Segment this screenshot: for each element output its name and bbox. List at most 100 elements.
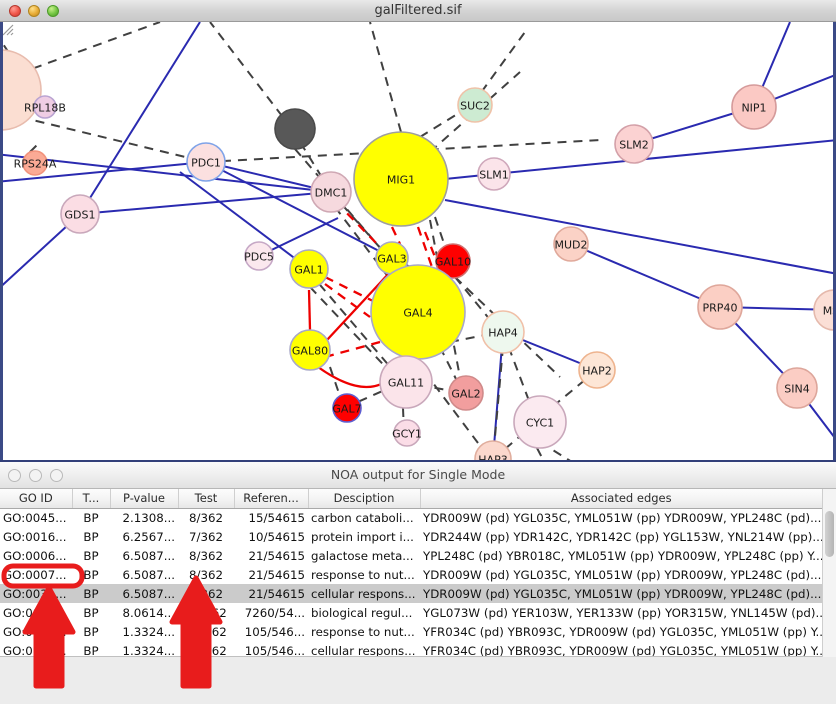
cell-description[interactable]: cellular respons... bbox=[308, 584, 420, 603]
table-row[interactable]: GO:0007... BP 6.5087... 8/362 21/54615 respon… bbox=[0, 565, 822, 584]
cell-reference[interactable]: 21/54615 bbox=[248, 548, 305, 563]
node-circle[interactable] bbox=[370, 264, 466, 360]
cell-go_id[interactable]: GO:0007... bbox=[3, 567, 67, 582]
network-graph[interactable]: RPL18BRPS24AGDS1PDC1PDC5DMC1MIG1SUC2SLM1… bbox=[0, 22, 836, 460]
cell-associated_edges[interactable]: YPL248C (pd) YBR018C, YML051W (pp) YDR00… bbox=[423, 548, 822, 563]
table-row[interactable]: GO:0016... BP 6.2567... 7/362 10/54615 protei… bbox=[0, 527, 822, 546]
cell-go_id[interactable]: GO:0031... bbox=[3, 643, 67, 657]
cell-associated_edges[interactable]: YDR009W (pd) YGL035C, YML051W (pp) YDR00… bbox=[423, 567, 822, 582]
cell-go_id[interactable]: GO:0006... bbox=[3, 548, 67, 563]
node-circle[interactable] bbox=[353, 131, 449, 227]
column-header-associated-edges[interactable]: Associated edges bbox=[420, 489, 822, 509]
close-icon[interactable] bbox=[9, 5, 21, 17]
node-circle[interactable] bbox=[289, 329, 331, 371]
graph-node-mig1[interactable]: MIG1 bbox=[353, 131, 449, 227]
graph-node-slm2[interactable]: SLM2 bbox=[614, 124, 654, 164]
cell-type[interactable]: BP bbox=[83, 548, 99, 563]
cell-description[interactable]: response to nut... bbox=[311, 567, 415, 582]
cell-p_value[interactable]: 6.5087... bbox=[110, 584, 178, 603]
cell-associated_edges[interactable]: YFR034C (pd) YBR093C, YDR009W (pd) YGL03… bbox=[423, 643, 822, 657]
cell-reference[interactable]: 7260/54... bbox=[244, 605, 305, 620]
cell-go_id[interactable]: GO:0045... bbox=[3, 510, 67, 525]
node-circle[interactable] bbox=[513, 395, 567, 449]
cell-test[interactable]: 8/362 bbox=[189, 567, 223, 582]
cell-reference[interactable]: 21/54615 bbox=[248, 567, 305, 582]
cell-associated_edges[interactable]: YDR244W (pp) YDR142C, YDR142C (pp) YGL15… bbox=[423, 529, 822, 544]
noa-results-table-wrapper[interactable]: GO ID T... P-value Test Referen... Desci… bbox=[0, 489, 836, 657]
node-circle[interactable] bbox=[186, 142, 226, 182]
cell-description[interactable]: protein import i... bbox=[311, 529, 414, 544]
node-circle[interactable] bbox=[310, 171, 352, 213]
node-circle[interactable] bbox=[697, 284, 743, 330]
dialog-zoom-icon[interactable] bbox=[50, 469, 63, 482]
table-row[interactable]: GO:0065... BP 8.0614... 94/362 7260/54... bio… bbox=[0, 603, 822, 622]
cell-description[interactable]: biological regul... bbox=[311, 605, 413, 620]
noa-results-table[interactable]: GO ID T... P-value Test Referen... Desci… bbox=[0, 489, 822, 657]
node-circle[interactable] bbox=[474, 440, 512, 460]
column-header-type[interactable]: T... bbox=[72, 489, 111, 509]
column-header-go-id[interactable]: GO ID bbox=[0, 489, 73, 509]
network-canvas[interactable]: RPL18B RPS24A GDS1 PDC1 PDC5 DMC1 MIG1 SUC2 SLM1… bbox=[0, 22, 836, 460]
cell-reference[interactable]: 105/546... bbox=[244, 624, 305, 639]
graph-node-gray1[interactable] bbox=[274, 108, 316, 150]
cell-associated_edges[interactable]: YFR034C (pd) YBR093C, YDR009W (pd) YGL03… bbox=[423, 624, 822, 639]
table-body[interactable]: GO:0045... BP 2.1308... 8/362 15/54615 carbon… bbox=[0, 508, 822, 657]
node-circle[interactable] bbox=[481, 310, 525, 354]
cell-reference[interactable]: 21/54615 bbox=[234, 584, 308, 603]
resize-grip-icon[interactable] bbox=[0, 22, 14, 36]
cell-associated_edges[interactable]: YDR009W (pd) YGL035C, YML051W (pp) YDR00… bbox=[420, 584, 822, 603]
cell-associated_edges[interactable]: YDR009W (pd) YGL035C, YML051W (pp) YDR00… bbox=[423, 510, 822, 525]
cell-go_id[interactable]: GO:0031... bbox=[0, 584, 72, 603]
cell-description[interactable]: galactose meta... bbox=[311, 548, 414, 563]
dialog-close-icon[interactable] bbox=[8, 469, 21, 482]
graph-node-nip1[interactable]: NIP1 bbox=[731, 84, 777, 130]
graph-node-gal7[interactable]: GAL7 bbox=[332, 393, 362, 423]
cell-reference[interactable]: 105/546... bbox=[244, 643, 305, 657]
table-row[interactable]: GO:0031... BP 6.5087... 8/362 21/54615 cellul… bbox=[0, 584, 822, 603]
cell-type[interactable]: BP bbox=[83, 510, 99, 525]
dialog-minimize-icon[interactable] bbox=[29, 469, 42, 482]
node-circle[interactable] bbox=[332, 393, 362, 423]
node-circle[interactable] bbox=[448, 375, 484, 411]
graph-node-dmc1[interactable]: DMC1 bbox=[310, 171, 352, 213]
node-circle[interactable] bbox=[578, 351, 616, 389]
graph-node-gal4[interactable]: GAL4 bbox=[370, 264, 466, 360]
column-header-reference[interactable]: Referen... bbox=[234, 489, 309, 509]
cell-p_value[interactable]: 6.2567... bbox=[122, 529, 175, 544]
node-circle[interactable] bbox=[776, 367, 818, 409]
cell-reference[interactable]: 10/54615 bbox=[248, 529, 305, 544]
table-row[interactable]: GO:0031... BP 1.3324... 11/362 105/546... res… bbox=[0, 622, 822, 641]
cell-p_value[interactable]: 6.5087... bbox=[122, 567, 175, 582]
graph-node-rps24a[interactable]: RPS24A bbox=[14, 150, 57, 176]
node-circle[interactable] bbox=[379, 355, 433, 409]
node-circle[interactable] bbox=[614, 124, 654, 164]
graph-node-gal1[interactable]: GAL1 bbox=[289, 249, 329, 289]
node-circle[interactable] bbox=[477, 157, 511, 191]
cell-go_id[interactable]: GO:0065... bbox=[3, 605, 67, 620]
cell-description[interactable]: cellular respons... bbox=[311, 643, 416, 657]
node-circle[interactable] bbox=[274, 108, 316, 150]
table-row[interactable]: GO:0006... BP 6.5087... 8/362 21/54615 galact… bbox=[0, 546, 822, 565]
graph-node-cyc1[interactable]: CYC1 bbox=[513, 395, 567, 449]
graph-node-gal11[interactable]: GAL11 bbox=[379, 355, 433, 409]
cell-description[interactable]: response to nut... bbox=[311, 624, 415, 639]
node-circle[interactable] bbox=[60, 194, 100, 234]
graph-node-gal80[interactable]: GAL80 bbox=[289, 329, 331, 371]
cell-type[interactable]: BP bbox=[83, 605, 99, 620]
cell-associated_edges[interactable]: YGL073W (pd) YER103W, YER133W (pp) YOR31… bbox=[423, 605, 822, 620]
table-row[interactable]: GO:0045... BP 2.1308... 8/362 15/54615 carbon… bbox=[0, 508, 822, 527]
cell-type[interactable]: BP bbox=[83, 624, 99, 639]
cell-go_id[interactable]: GO:0031... bbox=[3, 624, 67, 639]
node-circle[interactable] bbox=[244, 241, 274, 271]
node-circle[interactable] bbox=[813, 289, 836, 331]
cell-test[interactable]: 8/362 bbox=[189, 548, 223, 563]
scrollbar-thumb[interactable] bbox=[825, 511, 834, 557]
graph-node-pdc5[interactable]: PDC5 bbox=[244, 241, 274, 271]
node-circle[interactable] bbox=[553, 226, 589, 262]
graph-node-gal2[interactable]: GAL2 bbox=[448, 375, 484, 411]
cell-description[interactable]: carbon cataboli... bbox=[311, 510, 414, 525]
graph-node-slm1[interactable]: SLM1 bbox=[477, 157, 511, 191]
cell-type[interactable]: BP bbox=[72, 584, 110, 603]
graph-node-gds1[interactable]: GDS1 bbox=[60, 194, 100, 234]
graph-node-sin4[interactable]: SIN4 bbox=[776, 367, 818, 409]
